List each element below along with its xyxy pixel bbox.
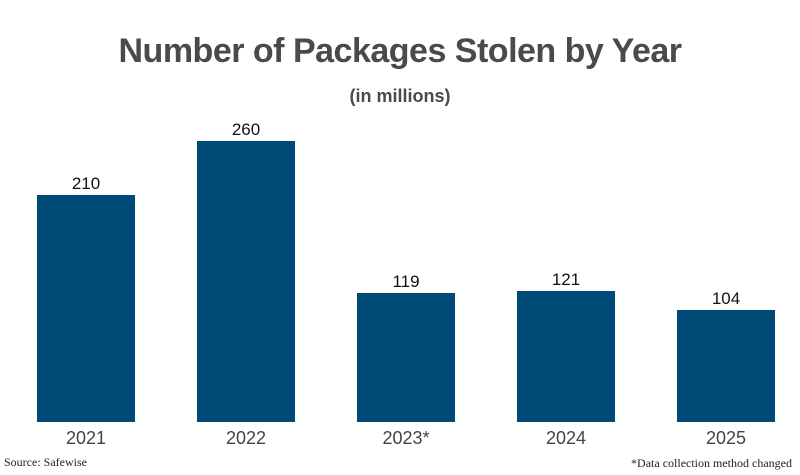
- value-label: 119: [392, 272, 420, 291]
- category-label: 2021: [65, 428, 107, 448]
- bar-2022: [197, 141, 295, 422]
- category-label: 2023*: [382, 428, 430, 448]
- value-label: 210: [71, 174, 101, 193]
- footnote: *Data collection method changed: [631, 456, 792, 470]
- bar-2024: [517, 291, 615, 422]
- category-label: 2024: [545, 428, 587, 448]
- source-note: Source: Safewise: [4, 455, 87, 469]
- bar-2023: [357, 293, 455, 422]
- value-label: 104: [711, 289, 741, 308]
- category-label: 2022: [225, 428, 267, 448]
- value-label: 260: [231, 120, 261, 139]
- bar-2021: [37, 195, 135, 422]
- bar-2025: [677, 310, 775, 422]
- category-label: 2025: [705, 428, 747, 448]
- chart-subtitle: (in millions): [349, 86, 451, 106]
- value-label: 121: [551, 270, 581, 289]
- chart-title: Number of Packages Stolen by Year: [118, 32, 683, 70]
